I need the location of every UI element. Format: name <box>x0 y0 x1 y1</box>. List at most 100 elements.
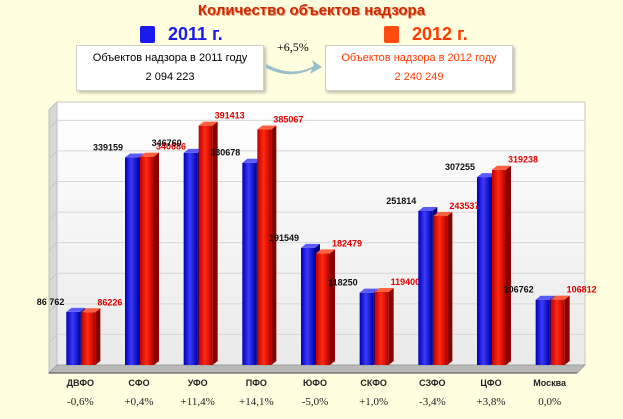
gridline-side <box>48 334 58 343</box>
data-label-2012: 182479 <box>332 238 362 248</box>
change-label: -0,6% <box>67 396 94 408</box>
category-label: ЮФО <box>303 378 327 388</box>
bar-top <box>550 295 570 300</box>
plot-side-wall <box>48 100 58 375</box>
change-label: 0,0% <box>538 396 561 408</box>
bar-2011 <box>477 177 491 365</box>
growth-label: +6,5% <box>277 40 309 54</box>
gridline-side <box>48 211 58 221</box>
bar-2012 <box>81 312 96 365</box>
bar-2012 <box>492 169 506 365</box>
bar-side <box>271 125 277 366</box>
data-label-2012: 385067 <box>273 114 303 124</box>
data-label-2011: 86 762 <box>37 297 65 307</box>
bar-top <box>301 243 320 248</box>
category-label: ПФО <box>246 378 267 388</box>
data-label-2011: 307255 <box>445 162 475 172</box>
bar-top <box>535 295 555 300</box>
summary-2012-value: 2 240 249 <box>394 71 444 83</box>
change-label: -3,4% <box>419 396 446 408</box>
data-label-2012: 391413 <box>215 111 245 121</box>
bar-top <box>242 158 262 163</box>
category-label: ДВФО <box>67 378 94 388</box>
bar-2011 <box>535 299 550 365</box>
bar-side <box>154 152 159 365</box>
bar-top <box>140 152 159 157</box>
bar-side <box>564 295 570 365</box>
bar-2011 <box>359 292 374 365</box>
bar-2012 <box>198 125 213 365</box>
bar-top <box>66 307 86 312</box>
bar-2011 <box>242 162 257 365</box>
data-label-2011: 339159 <box>93 143 123 153</box>
bar-2011 <box>125 157 139 365</box>
change-label: -5,0% <box>302 396 329 408</box>
category-label: СКФО <box>360 378 387 388</box>
chart-title: Количество объектов надзора <box>197 2 426 19</box>
growth-arrow-icon <box>266 60 322 75</box>
legend-swatch-2011 <box>140 26 155 43</box>
gridline-side <box>48 150 58 160</box>
category-label: Москва <box>533 378 567 388</box>
bar-side <box>388 287 394 365</box>
bar-top <box>418 206 438 211</box>
data-label-2011: 106762 <box>504 285 534 295</box>
data-label-2011: 330678 <box>210 148 240 158</box>
bar-top <box>257 125 277 130</box>
data-label-2011: 191549 <box>269 233 299 243</box>
change-label: +3,8% <box>476 396 505 408</box>
change-label: +1,0% <box>359 396 388 408</box>
data-label-2011: 118250 <box>328 278 358 288</box>
summary-box-2011: Объектов надзора в 2011 году 2 094 223 <box>76 45 264 91</box>
change-label: +0,4% <box>124 396 153 408</box>
summary-2011-label: Объектов надзора в 2011 году <box>92 52 248 64</box>
gridline-side <box>48 272 58 282</box>
category-label: СЗФО <box>419 378 445 388</box>
data-label-2012: 119400 <box>391 277 421 287</box>
bar-side <box>447 212 453 365</box>
bar-2012 <box>374 291 389 365</box>
bar-2012 <box>316 253 330 365</box>
bar-top <box>81 308 101 313</box>
bar-side <box>212 121 218 365</box>
data-label-2012: 340686 <box>156 142 186 152</box>
gridline-side <box>48 181 58 190</box>
plot-floor <box>47 364 587 374</box>
data-label-2012: 106812 <box>567 285 597 295</box>
bar-top <box>183 148 203 153</box>
data-label-2011: 251814 <box>386 196 416 206</box>
bar-top <box>374 287 394 292</box>
legend-swatch-2012 <box>384 26 399 43</box>
legend-label-2012: 2012 г. <box>412 24 468 44</box>
summary-box-2012: Объектов надзора в 2012 году 2 240 249 <box>325 45 513 91</box>
data-label-2011: 346760 <box>152 138 182 148</box>
bar-top <box>125 153 144 158</box>
summary-2011-value: 2 094 223 <box>145 71 195 83</box>
bar-top <box>492 165 511 170</box>
data-label-2012: 86226 <box>97 297 122 307</box>
data-label-2012: 243537 <box>449 201 479 211</box>
data-label-2012: 319238 <box>508 155 538 165</box>
category-label: СФО <box>128 378 149 388</box>
bar-top <box>359 288 379 293</box>
change-label: +11,4% <box>181 396 215 408</box>
bar-2012 <box>257 129 272 365</box>
bar-2011 <box>183 152 198 365</box>
category-label: ЦФО <box>480 378 501 388</box>
bar-2011 <box>418 210 433 365</box>
gridline-side <box>48 242 58 252</box>
bar-top <box>198 121 218 126</box>
category-label: УФО <box>188 378 208 388</box>
summary-2012-label: Объектов надзора в 2012 году <box>341 52 497 64</box>
gridline-side <box>48 119 58 129</box>
bar-2012 <box>140 156 154 365</box>
bar-side <box>95 308 101 365</box>
bar-side <box>506 165 511 365</box>
bar-2011 <box>301 247 315 365</box>
bar-side <box>330 249 335 365</box>
gridline-side <box>48 303 58 313</box>
change-label: +14,1% <box>239 396 274 408</box>
bar-2012 <box>550 299 565 365</box>
bar-top <box>316 249 335 254</box>
